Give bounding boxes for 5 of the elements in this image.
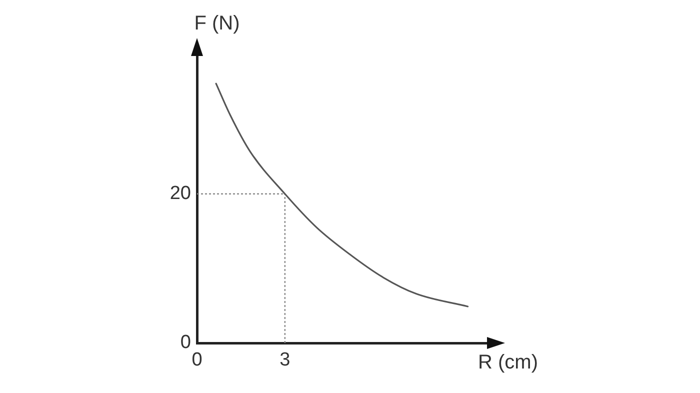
- x-tick-label: 3: [280, 350, 290, 371]
- x-axis-title: R (cm): [478, 352, 538, 374]
- line-series: [215, 82, 469, 308]
- y-axis-title: F (N): [194, 12, 240, 35]
- y-tick-label: 20: [170, 183, 191, 204]
